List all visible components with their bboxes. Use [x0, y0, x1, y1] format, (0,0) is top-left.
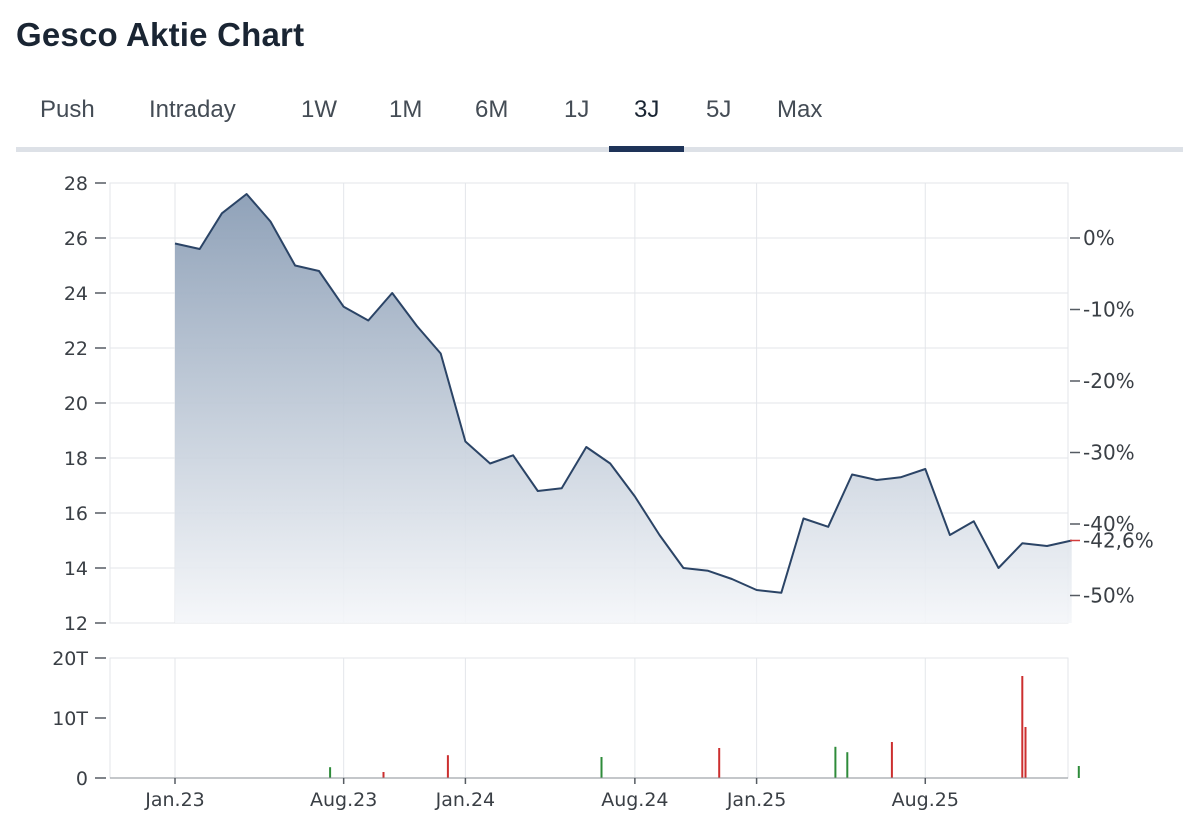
price-axis: 12 14 16 18 20 22 24 26 28: [64, 173, 106, 635]
tab-push[interactable]: Push: [40, 96, 95, 123]
volume-bar: [329, 767, 332, 778]
volume-bar: [890, 742, 893, 778]
time-tick-label: Jan.24: [435, 789, 496, 811]
time-tick-label: Jan.25: [726, 789, 787, 811]
tabs-underline: [16, 147, 1183, 152]
page-title: Gesco Aktie Chart: [16, 16, 305, 53]
price-tick-label: 14: [64, 558, 88, 580]
volume-bar: [1021, 676, 1024, 778]
price-tick-label: 22: [64, 338, 88, 360]
time-tick-label: Aug.24: [601, 789, 668, 811]
percent-tick-label: -40%: [1083, 512, 1135, 536]
volume-bar: [600, 757, 603, 778]
volume-bar: [1077, 766, 1080, 778]
percent-tick-label: -10%: [1083, 298, 1135, 322]
volume-bar: [382, 772, 385, 778]
volume-axis: 20T 10T 0: [52, 648, 1068, 790]
active-tab-indicator: [609, 146, 685, 152]
tab-3j[interactable]: 3J: [609, 96, 685, 152]
volume-bar: [834, 746, 837, 778]
price-tick-label: 28: [64, 173, 88, 195]
volume-bar: [718, 748, 721, 778]
time-tick-label: Aug.23: [310, 789, 377, 811]
tab-1m[interactable]: 1M: [389, 96, 423, 123]
time-axis: Jan.23 Aug.23 Jan.24 Aug.24 Jan.25 Aug.25: [144, 778, 959, 811]
volume-tick-label: 0: [76, 768, 88, 790]
tab-1j[interactable]: 1J: [564, 96, 590, 123]
percent-axis: 0% -10% -20% -30% -40% -50%: [1070, 226, 1135, 608]
time-tick-label: Aug.25: [892, 789, 959, 811]
price-tick-label: 12: [64, 613, 88, 635]
price-tick-label: 18: [64, 448, 88, 470]
stock-chart[interactable]: 12 14 16 18 20 22 24 26 28 0% -10% -20% -30% -40% -50…: [0, 165, 1199, 839]
volume-plot-frame: [109, 657, 1069, 779]
price-area: [175, 194, 1072, 623]
volume-grid: [109, 657, 1069, 779]
percent-tick-label: -30%: [1083, 441, 1135, 465]
percent-tick-label: -20%: [1083, 369, 1135, 393]
tab-max[interactable]: Max: [777, 96, 823, 123]
tab-intraday[interactable]: Intraday: [149, 96, 236, 123]
percent-tick-label: -50%: [1083, 584, 1135, 608]
price-line: [174, 193, 1072, 594]
volume-tick-label: 20T: [52, 648, 88, 670]
tab-5j[interactable]: 5J: [706, 96, 732, 123]
current-change-label: -42,6%: [1083, 529, 1154, 553]
volume-bar: [446, 755, 449, 778]
price-tick-label: 16: [64, 503, 88, 525]
percent-tick-label: 0%: [1083, 226, 1115, 250]
volume-tick-label: 10T: [52, 708, 88, 730]
tab-6m[interactable]: 6M: [475, 96, 509, 123]
volume-bar: [846, 752, 849, 778]
time-tick-label: Jan.23: [144, 789, 205, 811]
price-tick-label: 20: [64, 393, 88, 415]
price-tick-label: 24: [64, 283, 88, 305]
tab-1w[interactable]: 1W: [301, 96, 337, 123]
price-tick-label: 26: [64, 228, 88, 250]
timeframe-tabs: Push Intraday 1W 1M 6M 1J 3J 5J Max: [16, 88, 1183, 154]
volume-bars: [329, 676, 1080, 778]
volume-bar: [1024, 727, 1027, 778]
